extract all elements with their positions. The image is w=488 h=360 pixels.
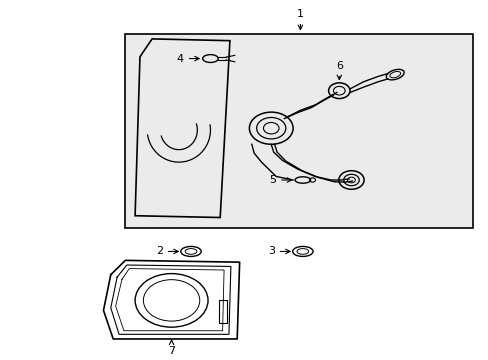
Text: 2: 2 bbox=[156, 247, 178, 256]
Text: 4: 4 bbox=[176, 54, 199, 64]
Text: 3: 3 bbox=[267, 247, 289, 256]
Text: 5: 5 bbox=[269, 175, 291, 185]
Text: 1: 1 bbox=[296, 9, 304, 30]
Text: 6: 6 bbox=[335, 61, 342, 80]
Bar bbox=[125, 33, 472, 228]
Text: 7: 7 bbox=[168, 340, 175, 356]
Bar bbox=[218, 300, 227, 323]
